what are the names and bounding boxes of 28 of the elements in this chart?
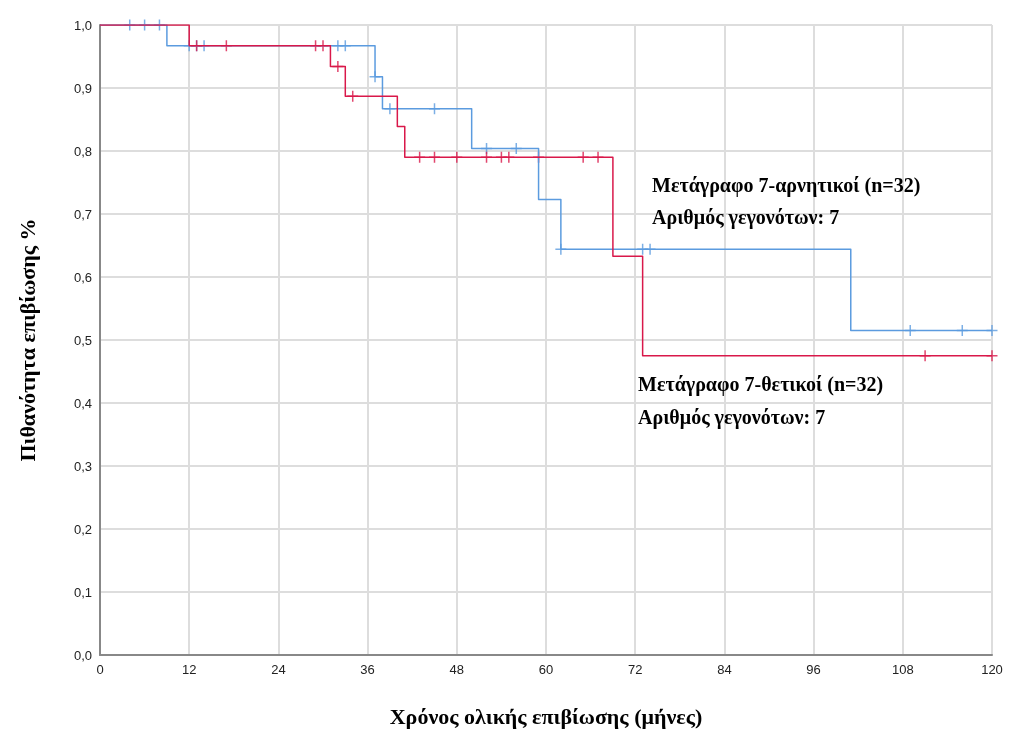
y-tick-label: 1,0 <box>73 17 92 33</box>
x-tick-label: 84 <box>717 662 732 677</box>
x-tick-label: 120 <box>981 662 1003 677</box>
x-tick-label: 24 <box>271 662 286 677</box>
x-tick-label: 60 <box>538 662 554 677</box>
x-tick-label: 12 <box>181 662 197 677</box>
x-tick-label: 48 <box>449 662 465 677</box>
x-tick-label: 72 <box>627 662 643 677</box>
y-tick-label: 0,0 <box>73 647 92 663</box>
x-tick-label: 96 <box>806 662 821 677</box>
x-axis-title: Χρόνος ολικής επιβίωσης (μήνες) <box>389 703 703 729</box>
y-tick-label: 0,6 <box>73 269 92 285</box>
y-tick-label: 0,5 <box>73 332 92 348</box>
annotation: Μετάγραφο 7-θετικοί (n=32) <box>638 373 884 396</box>
y-tick-label: 0,9 <box>73 80 92 96</box>
y-tick-label: 0,7 <box>73 206 92 222</box>
y-axis-title: Πιθανότητα επιβίωσης % <box>14 218 40 462</box>
y-tick-label: 0,8 <box>73 143 92 159</box>
annotation: Αριθμός γεγονότων: 7 <box>638 406 826 429</box>
y-tick-label: 0,4 <box>73 395 92 411</box>
annotation: Μετάγραφο 7-αρνητικοί (n=32) <box>652 174 921 197</box>
x-tick-label: 36 <box>360 662 375 677</box>
y-tick-label: 0,1 <box>73 584 92 600</box>
y-tick-label: 0,3 <box>73 458 92 474</box>
x-tick-label: 0 <box>96 662 104 677</box>
x-tick-label: 108 <box>891 662 914 677</box>
y-tick-label: 0,2 <box>73 521 92 537</box>
annotation: Αριθμός γεγονότων: 7 <box>652 206 840 229</box>
